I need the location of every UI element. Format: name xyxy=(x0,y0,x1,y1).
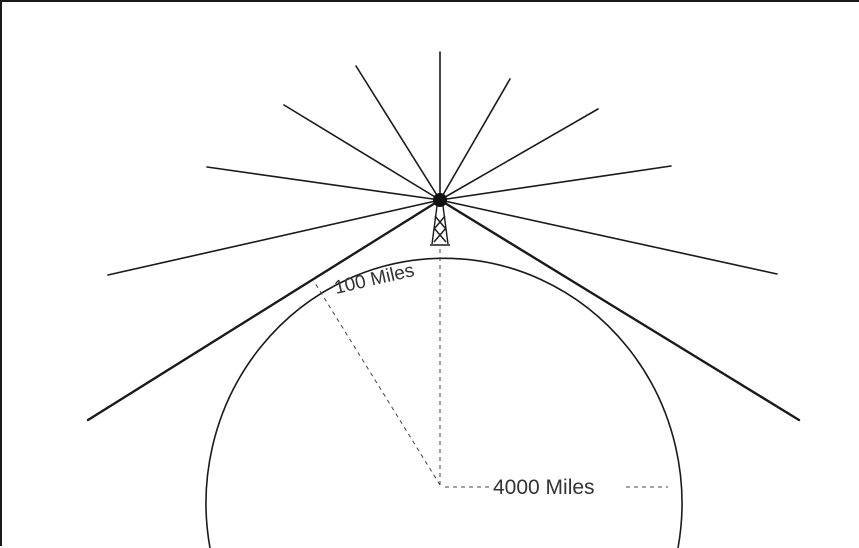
tangent-ray-right xyxy=(438,198,801,422)
earth-outline xyxy=(205,257,683,548)
ray-left-4 xyxy=(107,199,441,276)
horizon-tangent-rays xyxy=(86,198,801,422)
radio-tower-icon xyxy=(430,205,450,246)
ray-upper-right-1 xyxy=(439,78,511,201)
near-distance-label: 100 Miles xyxy=(332,260,416,299)
tower-antenna-tip xyxy=(433,193,447,207)
tangent-ray-left xyxy=(86,198,442,422)
radius-to-horizon xyxy=(314,282,441,486)
ray-upper-left-1 xyxy=(355,65,441,201)
dashed-radius-lines xyxy=(314,247,668,488)
ray-upper-right-2 xyxy=(439,108,599,201)
ray-right-3 xyxy=(439,165,672,201)
ray-upper-left-2 xyxy=(283,104,441,201)
radio-wave-rays xyxy=(107,51,778,276)
ray-right-4 xyxy=(439,199,778,275)
earth-radius-label: 4000 Miles xyxy=(493,476,595,499)
ray-left-3 xyxy=(206,166,441,201)
